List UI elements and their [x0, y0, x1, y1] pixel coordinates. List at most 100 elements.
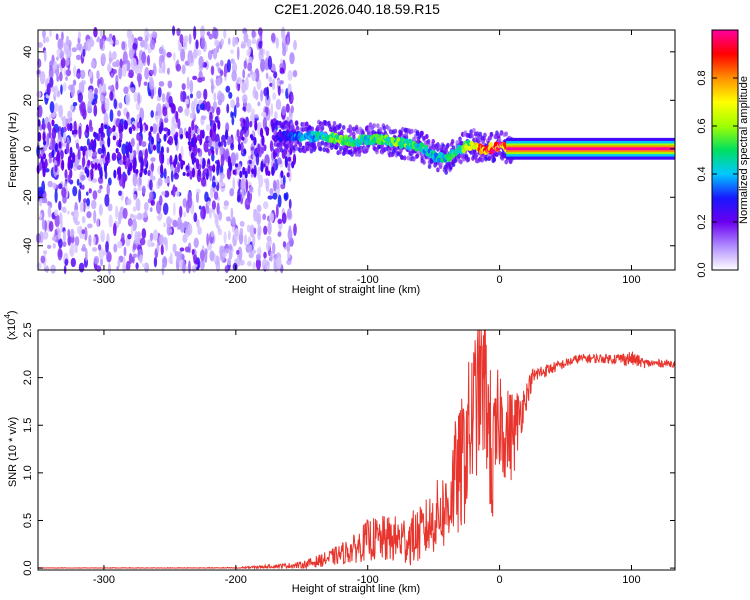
heatmap-cell	[87, 223, 93, 229]
heatmap-cell	[150, 69, 155, 75]
heatmap-cell	[287, 162, 291, 172]
heatmap-cell	[431, 139, 436, 145]
heatmap-cell	[444, 169, 448, 175]
heatmap-cell	[219, 144, 224, 155]
heatmap-cell	[184, 107, 190, 117]
heatmap-cell	[420, 130, 424, 136]
heatmap-cell	[132, 43, 138, 50]
heatmap-cell	[451, 161, 456, 167]
heatmap-cell	[73, 120, 77, 132]
heatmap-cell	[238, 231, 244, 245]
heatmap-cell	[163, 222, 166, 228]
heatmap-cell	[152, 62, 157, 77]
heatmap-cell	[199, 102, 205, 111]
heatmap-cell	[143, 38, 148, 50]
heatmap-cell	[79, 201, 84, 213]
heatmap-cell	[136, 132, 140, 141]
heatmap-cell	[77, 92, 83, 103]
heatmap-cell	[231, 216, 236, 228]
heatmap-cell	[39, 198, 43, 207]
heatmap-cell	[117, 110, 121, 117]
heatmap-cell	[67, 210, 70, 215]
heatmap-cell	[383, 146, 388, 152]
heatmap-cell	[178, 44, 183, 52]
heatmap-cell	[376, 123, 380, 129]
heatmap-cell	[127, 217, 133, 227]
heatmap-cell	[230, 152, 237, 167]
heatmap-cell	[70, 84, 75, 98]
heatmap-cell	[336, 142, 340, 148]
y-tick-label: -20	[22, 189, 34, 205]
heatmap-cell	[236, 46, 240, 61]
heatmap-cell	[88, 149, 92, 157]
heatmap-cell	[100, 94, 104, 102]
heatmap-cell	[223, 205, 228, 211]
heatmap-cell	[110, 72, 114, 79]
heatmap-cell	[219, 172, 225, 180]
heatmap-cell	[103, 83, 107, 94]
heatmap-cell	[46, 244, 52, 249]
heatmap-cell	[367, 126, 372, 132]
heatmap-cell	[160, 146, 164, 154]
y-multiplier-label: (x104)	[3, 310, 18, 340]
heatmap-cell	[78, 262, 85, 273]
heatmap-cell	[472, 127, 476, 133]
heatmap-cell	[185, 165, 189, 171]
heatmap-cell	[287, 70, 293, 81]
heatmap-cell	[224, 265, 229, 274]
heatmap-cell	[184, 246, 191, 253]
heatmap-cell	[85, 248, 88, 262]
colorbar-frame	[711, 29, 739, 271]
heatmap-cell	[201, 76, 206, 82]
heatmap-cell	[488, 141, 493, 148]
heatmap-cell	[143, 210, 148, 218]
heatmap-cell	[193, 137, 198, 144]
heatmap-cell	[162, 236, 168, 246]
heatmap-cell	[127, 233, 132, 240]
heatmap-cell	[244, 234, 247, 247]
heatmap-cell	[162, 106, 168, 117]
heatmap-cell	[51, 137, 56, 150]
heatmap-cell	[253, 227, 257, 235]
heatmap-cell	[474, 152, 479, 158]
heatmap-cell	[43, 49, 47, 62]
heatmap-cell	[251, 29, 256, 39]
heatmap-cell	[113, 243, 118, 253]
heatmap-cell	[239, 227, 244, 236]
heatmap-cell	[436, 157, 442, 163]
heatmap-cell	[506, 147, 675, 151]
heatmap-cell	[62, 131, 67, 143]
figure-title: C2E1.2026.040.18.59.R15	[274, 1, 440, 17]
heatmap-cell	[288, 168, 292, 182]
heatmap-cell	[58, 249, 63, 258]
heatmap-cell	[59, 52, 64, 60]
heatmap-cell	[399, 130, 403, 136]
svg-text:(x104): (x104)	[3, 310, 18, 340]
heatmap-cell	[251, 108, 256, 116]
y-tick-label: 20	[22, 94, 34, 106]
heatmap-cell	[277, 147, 281, 153]
heatmap-cell	[41, 218, 45, 231]
heatmap-cell	[236, 96, 240, 103]
heatmap-cells	[35, 25, 675, 276]
y-tick-label: 2.5	[22, 322, 34, 337]
heatmap-cell	[256, 204, 262, 213]
heatmap-cell	[187, 194, 193, 209]
heatmap-cell	[121, 143, 127, 156]
heatmap-cell	[241, 136, 245, 141]
heatmap-cell	[75, 73, 81, 78]
heatmap-cell	[318, 121, 323, 127]
heatmap-cell	[109, 57, 113, 63]
heatmap-cell	[174, 250, 180, 257]
heatmap-cell	[150, 110, 154, 118]
y-tick-label: 40	[22, 46, 34, 58]
heatmap-cell	[173, 172, 179, 180]
heatmap-cell	[100, 154, 104, 159]
heatmap-cell	[218, 141, 222, 148]
heatmap-cell	[340, 129, 344, 135]
heatmap-cell	[122, 160, 127, 165]
heatmap-cell	[39, 71, 46, 85]
heatmap-cell	[264, 62, 268, 70]
heatmap-cell	[248, 159, 252, 165]
heatmap-cell	[104, 98, 110, 112]
